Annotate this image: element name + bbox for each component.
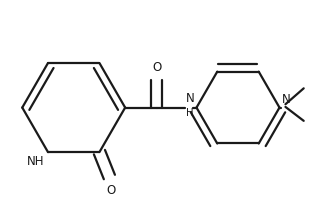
Text: NH: NH (27, 156, 45, 168)
Text: O: O (107, 184, 116, 197)
Text: O: O (152, 61, 161, 74)
Text: H: H (186, 108, 194, 118)
Text: N: N (186, 92, 195, 105)
Text: N: N (282, 93, 291, 106)
